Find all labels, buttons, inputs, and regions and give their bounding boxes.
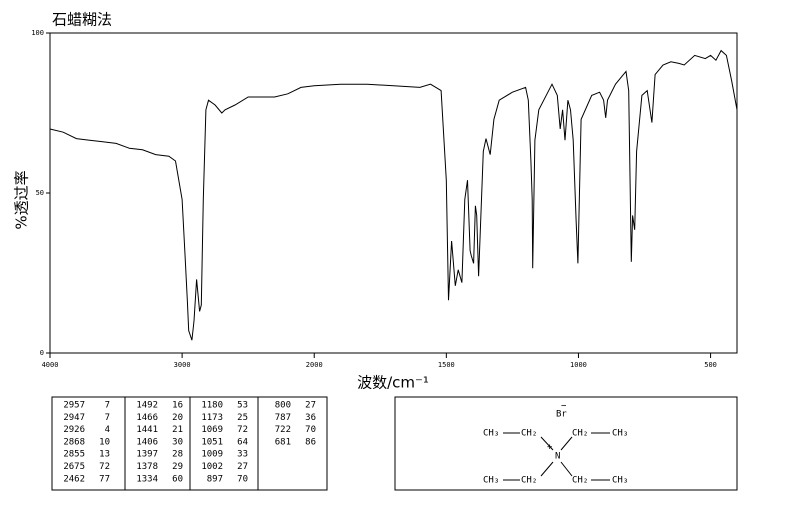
peak-wavenumber: 2947 [63, 413, 85, 423]
bond [540, 436, 554, 451]
anion-charge: − [561, 402, 567, 412]
peak-transmittance: 29 [172, 462, 183, 472]
bond [560, 436, 573, 451]
peak-wavenumber: 2926 [63, 425, 85, 435]
x-tick-label: 4000 [42, 361, 59, 369]
peak-wavenumber: 1051 [201, 437, 223, 447]
peak-transmittance: 4 [105, 425, 110, 435]
peak-transmittance: 70 [305, 425, 316, 435]
peak-wavenumber: 1492 [136, 401, 158, 411]
x-tick-label: 1000 [570, 361, 587, 369]
peak-transmittance: 72 [99, 462, 110, 472]
group: CH₃ [612, 476, 628, 486]
spectrum-line [49, 49, 738, 341]
y-tick-label: 0 [40, 349, 44, 357]
x-tick-label: 1500 [438, 361, 455, 369]
peak-wavenumber: 787 [275, 413, 291, 423]
peak-wavenumber: 1334 [136, 474, 158, 484]
peak-transmittance: 7 [105, 401, 110, 411]
peak-wavenumber: 681 [275, 437, 291, 447]
peak-wavenumber: 1466 [136, 413, 158, 423]
group: CH₂ [521, 476, 537, 486]
anion: Br [556, 410, 567, 420]
peak-transmittance: 28 [172, 450, 183, 460]
nitrogen: N [555, 452, 560, 462]
peak-wavenumber: 897 [207, 474, 223, 484]
peak-transmittance: 36 [305, 413, 316, 423]
peak-transmittance: 86 [305, 437, 316, 447]
peak-wavenumber: 2855 [63, 450, 85, 460]
peak-wavenumber: 800 [275, 401, 291, 411]
x-tick-label: 500 [704, 361, 717, 369]
peak-wavenumber: 1406 [136, 437, 158, 447]
y-tick-label: 50 [36, 189, 44, 197]
bond [560, 461, 573, 477]
peak-transmittance: 72 [237, 425, 248, 435]
peak-wavenumber: 1069 [201, 425, 223, 435]
peak-transmittance: 27 [305, 401, 316, 411]
peak-transmittance: 27 [237, 462, 248, 472]
bond [540, 461, 554, 477]
peak-wavenumber: 1180 [201, 401, 223, 411]
group: CH₃ [483, 476, 499, 486]
peak-wavenumber: 1009 [201, 450, 223, 460]
y-axis-label: %透过率 [13, 170, 31, 229]
peak-transmittance: 16 [172, 401, 183, 411]
peak-transmittance: 64 [237, 437, 248, 447]
cation-charge: + [547, 443, 553, 453]
group: CH₃ [612, 429, 628, 439]
peak-transmittance: 70 [237, 474, 248, 484]
peak-transmittance: 53 [237, 401, 248, 411]
peak-wavenumber: 1378 [136, 462, 158, 472]
peak-transmittance: 25 [237, 413, 248, 423]
peak-transmittance: 10 [99, 437, 110, 447]
group: CH₂ [572, 429, 588, 439]
peak-transmittance: 30 [172, 437, 183, 447]
peak-transmittance: 21 [172, 425, 183, 435]
peak-wavenumber: 1441 [136, 425, 158, 435]
peak-transmittance: 20 [172, 413, 183, 423]
chart-title: 石蜡糊法 [52, 11, 112, 29]
peak-wavenumber: 1397 [136, 450, 158, 460]
peak-transmittance: 77 [99, 474, 110, 484]
x-axis-label: 波数/cm⁻¹ [357, 374, 429, 392]
x-tick-label: 2000 [306, 361, 323, 369]
y-tick-label: 100 [31, 29, 44, 37]
group: CH₃ [483, 429, 499, 439]
plot-frame [49, 32, 738, 354]
peak-transmittance: 13 [99, 450, 110, 460]
peak-transmittance: 33 [237, 450, 248, 460]
peak-transmittance: 60 [172, 474, 183, 484]
peak-transmittance: 7 [105, 413, 110, 423]
peak-wavenumber: 2675 [63, 462, 85, 472]
group: CH₂ [572, 476, 588, 486]
peak-wavenumber: 2957 [63, 401, 85, 411]
group: CH₂ [521, 429, 537, 439]
peak-wavenumber: 2868 [63, 437, 85, 447]
peak-wavenumber: 2462 [63, 474, 85, 484]
x-tick-label: 3000 [174, 361, 191, 369]
peak-wavenumber: 1173 [201, 413, 223, 423]
structure-box [394, 396, 738, 491]
peak-wavenumber: 1002 [201, 462, 223, 472]
peak-wavenumber: 722 [275, 425, 291, 435]
